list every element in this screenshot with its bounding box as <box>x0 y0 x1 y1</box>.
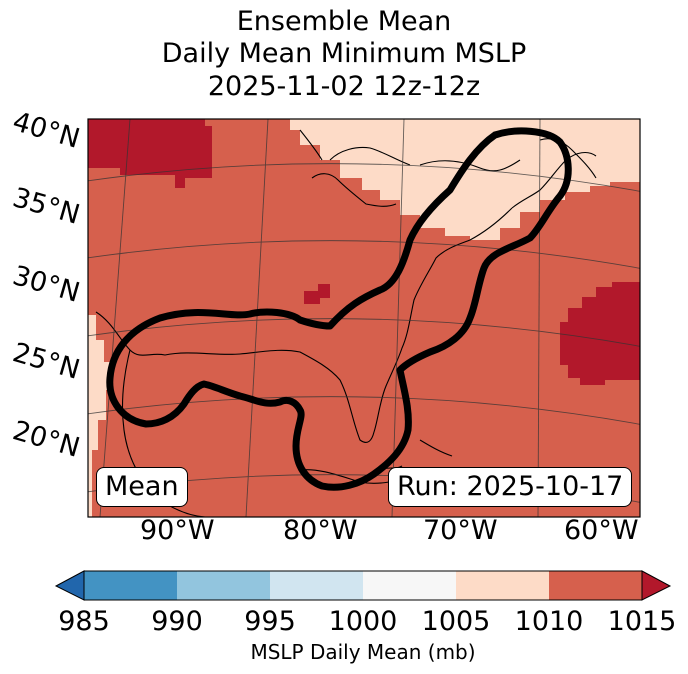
colorbar-tick-985: 985 <box>58 606 110 637</box>
mean-label-box: Mean <box>96 467 188 507</box>
map-frame <box>87 118 641 518</box>
colorbar-bin-1005-1010 <box>456 571 549 600</box>
field-atlantic-high <box>560 282 640 385</box>
colorbar-tick-990: 990 <box>151 606 203 637</box>
lon-label-60w: 60°W <box>564 515 639 546</box>
title-line-3: 2025-11-02 12z-12z <box>207 71 481 102</box>
field-small-high-patch <box>304 284 330 304</box>
title-line-1: Ensemble Mean <box>236 6 452 37</box>
colorbar-tick-1015: 1015 <box>607 606 677 637</box>
colorbar-bin-990-995 <box>177 571 270 600</box>
field-northeast-low <box>290 119 640 240</box>
lon-label-80w: 80°W <box>283 515 358 546</box>
colorbar-tick-1005: 1005 <box>421 606 491 637</box>
colorbar-frame <box>83 570 643 601</box>
lon-label-90w: 90°W <box>140 515 215 546</box>
lon-label-70w: 70°W <box>423 515 498 546</box>
field-northwest-high <box>88 119 212 188</box>
colorbar-bin-985-990 <box>84 571 177 600</box>
run-date-box: Run: 2025-10-17 <box>388 467 633 507</box>
colorbar-over-arrow <box>641 570 672 601</box>
colorbar-under-arrow <box>54 570 85 601</box>
colorbar-tick-1000: 1000 <box>328 606 398 637</box>
title-line-2: Daily Mean Minimum MSLP <box>161 38 527 69</box>
colorbar-tick-1010: 1010 <box>514 606 584 637</box>
colorbar-bin-995-1000 <box>270 571 363 600</box>
colorbar-tick-995: 995 <box>244 606 296 637</box>
contour-outline <box>106 127 572 491</box>
colorbar <box>54 570 672 601</box>
colorbar-label: MSLP Daily Mean (mb) <box>250 640 476 664</box>
colorbar-bin-1010-1015 <box>549 571 642 600</box>
field-southwest-edge <box>88 315 112 517</box>
colorbar-bin-1000-1005 <box>363 571 456 600</box>
